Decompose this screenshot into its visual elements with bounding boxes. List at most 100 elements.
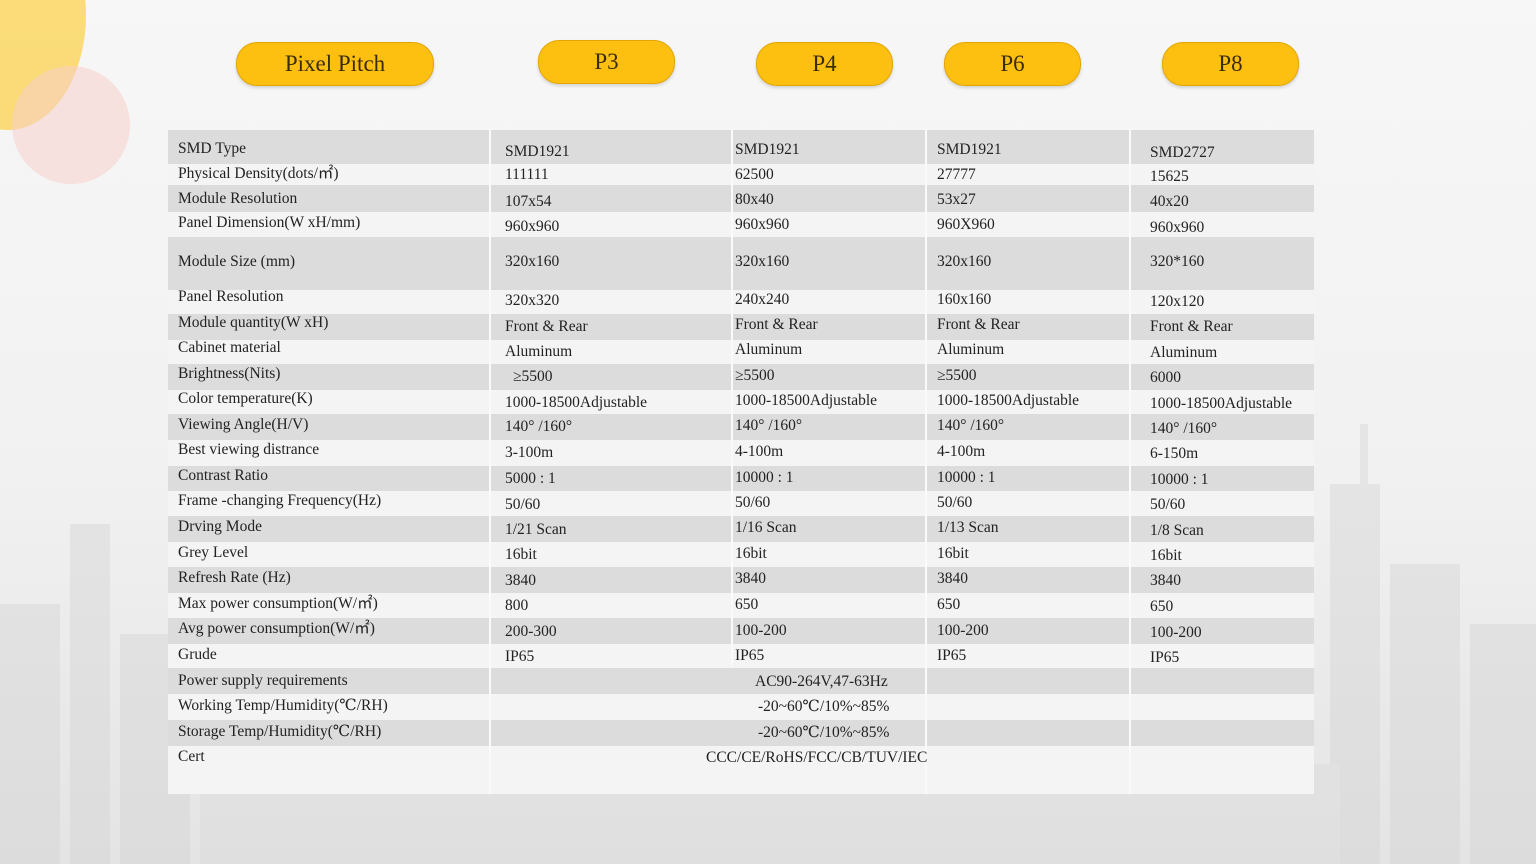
row-label: Module Size (mm)	[178, 253, 296, 270]
merged-cell-value: CCC/CE/RoHS/FCC/CB/TUV/IEC	[706, 749, 928, 766]
cell-value: 16bit	[1150, 547, 1182, 564]
cell-value: 650	[1150, 598, 1174, 615]
cell-value: 240x240	[735, 291, 790, 308]
table-row	[168, 414, 1314, 440]
cell-value: 10000 : 1	[1150, 471, 1209, 488]
cell-value: 3840	[937, 570, 968, 587]
cell-value: ≥5500	[937, 367, 977, 384]
cell-value: Aluminum	[505, 343, 573, 360]
cell-value: 1/13 Scan	[937, 519, 999, 536]
cell-value: 6000	[1150, 369, 1181, 386]
table-row	[168, 390, 1314, 414]
cell-value: 120x120	[1150, 293, 1205, 310]
cell-value: 4-100m	[735, 443, 784, 460]
cell-value: 50/60	[937, 494, 973, 511]
row-label: Refresh Rate (Hz)	[178, 569, 291, 586]
row-label: Module Resolution	[178, 190, 298, 207]
cell-value: 960x960	[1150, 219, 1205, 236]
cell-value: 1/21 Scan	[505, 521, 567, 538]
cell-value: 10000 : 1	[937, 469, 996, 486]
table-row	[168, 212, 1314, 237]
cell-value: 1000-18500Adjustable	[937, 392, 1080, 409]
cell-value: 16bit	[937, 545, 969, 562]
table-row	[168, 466, 1314, 491]
cell-value: 140° /160°	[735, 417, 803, 434]
table-row	[168, 290, 1314, 314]
cell-value: 40x20	[1150, 193, 1189, 210]
pixel-pitch-header: Pixel Pitch	[236, 42, 434, 86]
cell-value: 16bit	[735, 545, 767, 562]
cell-value: SMD2727	[1150, 144, 1215, 161]
decorative-pink-circle	[12, 66, 130, 184]
table-row	[168, 593, 1314, 618]
table-row	[168, 694, 1314, 720]
cell-value: 1/16 Scan	[735, 519, 797, 536]
cell-value: SMD1921	[937, 141, 1002, 158]
table-row	[168, 364, 1314, 390]
cell-value: 140° /160°	[937, 417, 1005, 434]
cell-value: 111111	[505, 166, 549, 183]
table-row	[168, 340, 1314, 364]
row-label: Frame -changing Frequency(Hz)	[178, 492, 382, 509]
model-header-p3: P3	[538, 40, 675, 84]
cell-value: 10000 : 1	[735, 469, 794, 486]
cell-value: 320*160	[1150, 253, 1205, 270]
cell-value: Aluminum	[937, 341, 1005, 358]
cell-value: 960x960	[505, 218, 560, 235]
cell-value: 320x160	[735, 253, 790, 270]
cell-value: 62500	[735, 166, 774, 183]
row-label: Cert	[178, 748, 205, 765]
table-row	[168, 237, 1314, 290]
table-row	[168, 164, 1314, 185]
row-label: Storage Temp/Humidity(℃/RH)	[178, 723, 382, 740]
table-row	[168, 542, 1314, 567]
cell-value: 6-150m	[1150, 445, 1199, 462]
row-label: Viewing Angle(H/V)	[178, 416, 309, 433]
row-label: Grey Level	[178, 544, 249, 561]
cell-value: 100-200	[735, 622, 787, 639]
cell-value: ≥5500	[735, 367, 775, 384]
row-label: Brightness(Nits)	[178, 365, 281, 382]
cell-value: 960X960	[937, 216, 995, 233]
model-header-p6: P6	[944, 42, 1081, 86]
row-label: Grude	[178, 646, 217, 663]
cell-value: Front & Rear	[937, 316, 1020, 333]
cell-value: 3840	[1150, 572, 1181, 589]
column-divider	[1129, 130, 1131, 794]
row-label: Best viewing distrance	[178, 441, 320, 458]
cell-value: 140° /160°	[1150, 420, 1218, 437]
row-label: Working Temp/Humidity(℃/RH)	[178, 697, 388, 714]
cell-value: 650	[937, 596, 961, 613]
cell-value: 50/60	[505, 496, 541, 513]
row-label: Cabinet material	[178, 339, 281, 356]
cell-value: 160x160	[937, 291, 992, 308]
cell-value: ≥5500	[513, 368, 553, 385]
row-label: Max power consumption(W/㎡)	[178, 595, 378, 612]
cell-value: 16bit	[505, 546, 537, 563]
table-row	[168, 720, 1314, 746]
cell-value: 50/60	[1150, 496, 1186, 513]
cell-value: 140° /160°	[505, 418, 573, 435]
table-row	[168, 746, 1314, 794]
merged-cell-value: -20~60℃/10%~85%	[758, 724, 890, 741]
table-row	[168, 491, 1314, 516]
row-label: Power supply requirements	[178, 672, 348, 689]
cell-value: 53x27	[937, 191, 976, 208]
cell-value: 1000-18500Adjustable	[505, 394, 648, 411]
table-row	[168, 567, 1314, 593]
row-label: Panel Dimension(W xH/mm)	[178, 214, 361, 231]
table-row	[168, 185, 1314, 212]
row-label: SMD Type	[178, 140, 246, 157]
row-label: Panel Resolution	[178, 288, 284, 305]
cell-value: 320x160	[505, 253, 560, 270]
cell-value: 3840	[505, 572, 536, 589]
row-label: Physical Density(dots/㎡)	[178, 165, 339, 182]
cell-value: Front & Rear	[735, 316, 818, 333]
column-divider	[925, 130, 927, 794]
table-row	[168, 618, 1314, 644]
cell-value: IP65	[505, 648, 535, 665]
cell-value: Aluminum	[1150, 344, 1218, 361]
merged-cell-value: AC90-264V,47-63Hz	[755, 673, 888, 690]
cell-value: 5000 : 1	[505, 470, 556, 487]
cell-value: 80x40	[735, 191, 774, 208]
